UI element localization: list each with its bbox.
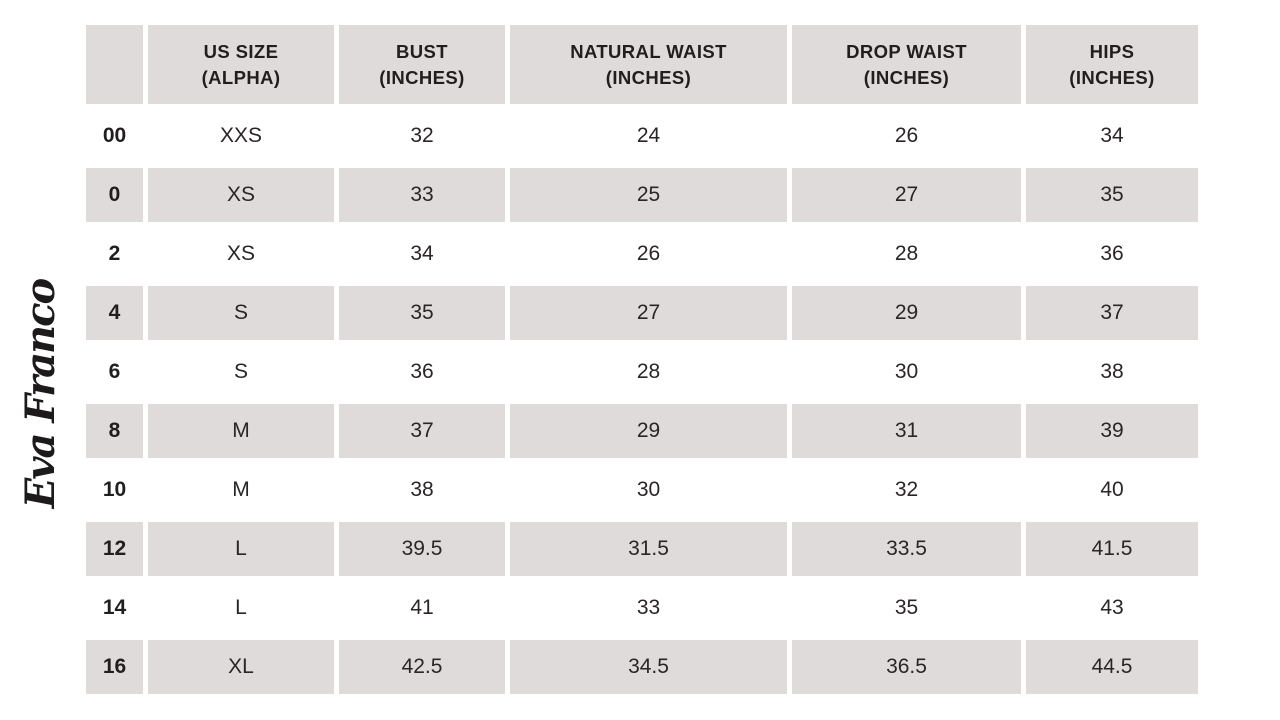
brand-logo: Eva Franco bbox=[17, 279, 64, 509]
us-size-label-cell: 14 bbox=[86, 581, 143, 635]
data-cell-hips: 37 bbox=[1026, 286, 1198, 340]
data-cell-natural_waist: 25 bbox=[510, 168, 787, 222]
data-cell-natural_waist: 26 bbox=[510, 227, 787, 281]
data-cell-bust: 42.5 bbox=[339, 640, 505, 694]
us-size-label-cell: 16 bbox=[86, 640, 143, 694]
data-cell-hips: 38 bbox=[1026, 345, 1198, 399]
header-cell-empty bbox=[86, 25, 143, 104]
data-cell-hips: 36 bbox=[1026, 227, 1198, 281]
data-cell-hips: 35 bbox=[1026, 168, 1198, 222]
data-cell-bust: 41 bbox=[339, 581, 505, 635]
us-size-label-cell: 6 bbox=[86, 345, 143, 399]
data-cell-bust: 32 bbox=[339, 109, 505, 163]
data-cell-hips: 43 bbox=[1026, 581, 1198, 635]
data-cell-drop_waist: 32 bbox=[792, 463, 1021, 517]
data-cell-natural_waist: 31.5 bbox=[510, 522, 787, 576]
size-chart-table: US SIZE (ALPHA) BUST (INCHES) NATURAL WAIS… bbox=[86, 25, 1198, 694]
data-cell-natural_waist: 28 bbox=[510, 345, 787, 399]
us-size-label-cell: 00 bbox=[86, 109, 143, 163]
data-cell-natural_waist: 29 bbox=[510, 404, 787, 458]
us-size-label-cell: 12 bbox=[86, 522, 143, 576]
header-cell: NATURAL WAIST (INCHES) bbox=[510, 25, 787, 104]
data-cell-alpha: XS bbox=[148, 168, 334, 222]
data-cell-alpha: S bbox=[148, 345, 334, 399]
data-cell-natural_waist: 24 bbox=[510, 109, 787, 163]
data-cell-natural_waist: 27 bbox=[510, 286, 787, 340]
header-cell: HIPS (INCHES) bbox=[1026, 25, 1198, 104]
header-cell: BUST (INCHES) bbox=[339, 25, 505, 104]
data-cell-drop_waist: 35 bbox=[792, 581, 1021, 635]
data-cell-bust: 37 bbox=[339, 404, 505, 458]
us-size-label-cell: 4 bbox=[86, 286, 143, 340]
us-size-label-cell: 2 bbox=[86, 227, 143, 281]
data-cell-bust: 33 bbox=[339, 168, 505, 222]
data-cell-drop_waist: 33.5 bbox=[792, 522, 1021, 576]
data-cell-drop_waist: 36.5 bbox=[792, 640, 1021, 694]
data-cell-alpha: L bbox=[148, 522, 334, 576]
data-cell-hips: 39 bbox=[1026, 404, 1198, 458]
data-cell-drop_waist: 31 bbox=[792, 404, 1021, 458]
header-cell: US SIZE (ALPHA) bbox=[148, 25, 334, 104]
data-cell-alpha: XS bbox=[148, 227, 334, 281]
data-cell-alpha: M bbox=[148, 404, 334, 458]
us-size-label-cell: 10 bbox=[86, 463, 143, 517]
data-cell-drop_waist: 30 bbox=[792, 345, 1021, 399]
data-cell-bust: 38 bbox=[339, 463, 505, 517]
data-cell-drop_waist: 29 bbox=[792, 286, 1021, 340]
us-size-label-cell: 0 bbox=[86, 168, 143, 222]
data-cell-hips: 41.5 bbox=[1026, 522, 1198, 576]
data-cell-natural_waist: 30 bbox=[510, 463, 787, 517]
data-cell-hips: 34 bbox=[1026, 109, 1198, 163]
data-cell-natural_waist: 34.5 bbox=[510, 640, 787, 694]
data-cell-hips: 44.5 bbox=[1026, 640, 1198, 694]
data-cell-drop_waist: 28 bbox=[792, 227, 1021, 281]
data-cell-bust: 34 bbox=[339, 227, 505, 281]
data-cell-bust: 36 bbox=[339, 345, 505, 399]
data-cell-drop_waist: 26 bbox=[792, 109, 1021, 163]
data-cell-alpha: M bbox=[148, 463, 334, 517]
us-size-label-cell: 8 bbox=[86, 404, 143, 458]
header-cell: DROP WAIST (INCHES) bbox=[792, 25, 1021, 104]
data-cell-alpha: L bbox=[148, 581, 334, 635]
data-cell-natural_waist: 33 bbox=[510, 581, 787, 635]
data-cell-alpha: S bbox=[148, 286, 334, 340]
data-cell-alpha: XXS bbox=[148, 109, 334, 163]
data-cell-hips: 40 bbox=[1026, 463, 1198, 517]
data-cell-alpha: XL bbox=[148, 640, 334, 694]
data-cell-bust: 35 bbox=[339, 286, 505, 340]
data-cell-drop_waist: 27 bbox=[792, 168, 1021, 222]
size-chart: US SIZE (ALPHA) BUST (INCHES) NATURAL WAIS… bbox=[86, 25, 1198, 694]
data-cell-bust: 39.5 bbox=[339, 522, 505, 576]
